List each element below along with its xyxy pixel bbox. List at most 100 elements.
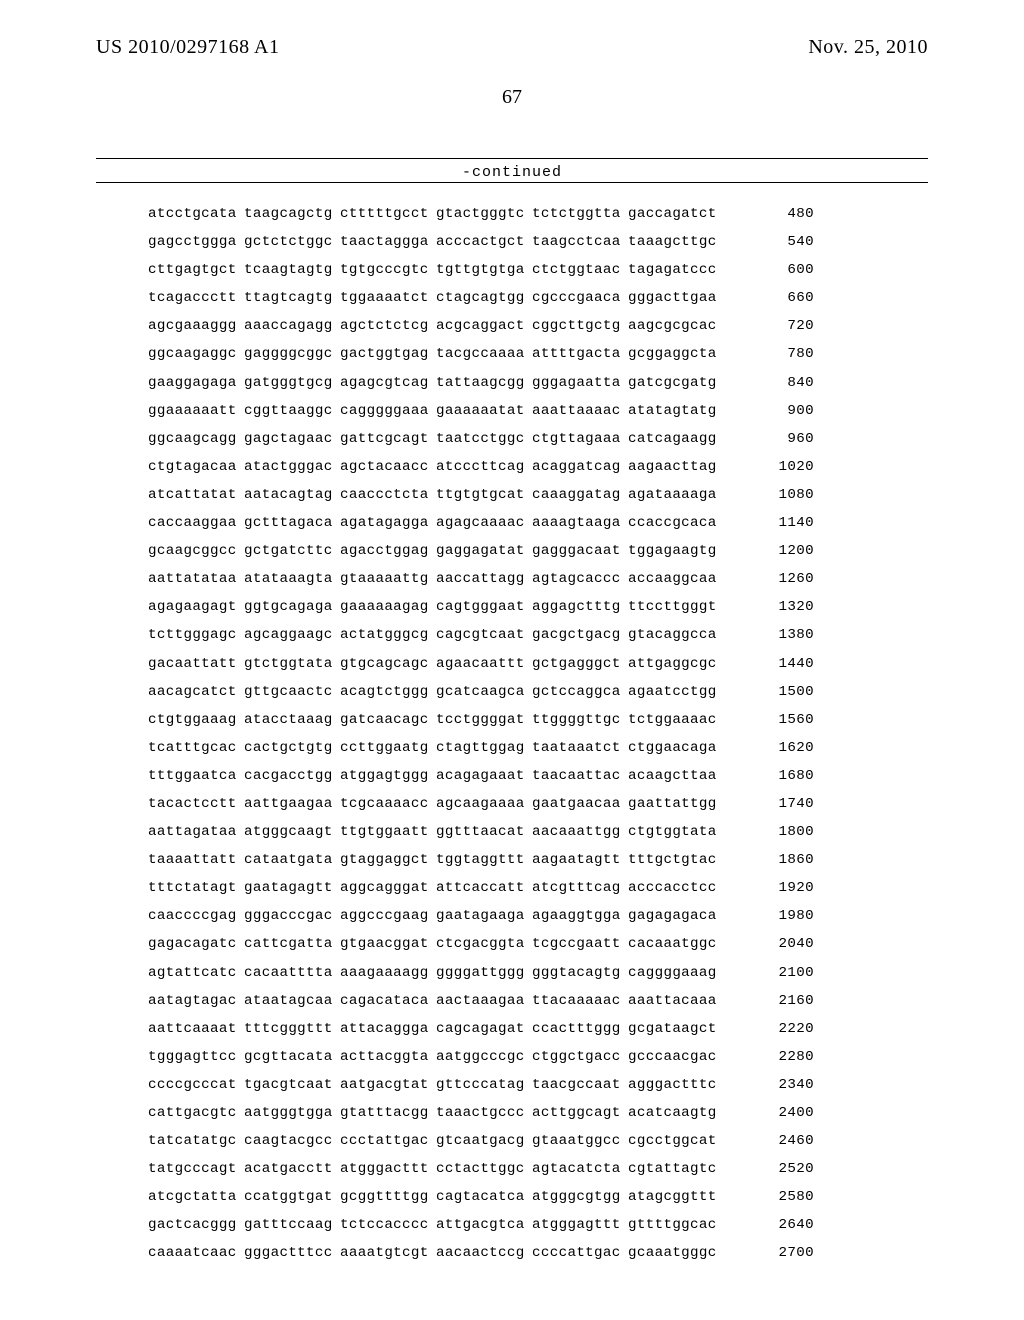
sequence-group: aatagtagac bbox=[148, 987, 244, 1015]
sequence-group: ctgtagacaa bbox=[148, 453, 244, 481]
sequence-group: tagagatccc bbox=[628, 256, 724, 284]
sequence-position: 1260 bbox=[754, 565, 814, 593]
sequence-group: gactcacggg bbox=[148, 1211, 244, 1239]
sequence-row: ggcaagaggcgaggggcggcgactggtgagtacgccaaaa… bbox=[148, 340, 878, 368]
sequence-row: ccccgcccattgacgtcaataatgacgtatgttcccatag… bbox=[148, 1071, 878, 1099]
sequence-group: tcgcaaaacc bbox=[340, 790, 436, 818]
sequence-group: atataaagta bbox=[244, 565, 340, 593]
sequence-position: 720 bbox=[754, 312, 814, 340]
publication-number: US 2010/0297168 A1 bbox=[96, 36, 279, 59]
sequence-position: 1380 bbox=[754, 621, 814, 649]
sequence-group: agaacaattt bbox=[436, 650, 532, 678]
continued-label: -continued bbox=[0, 164, 1024, 181]
sequence-row: aattatataaatataaagtagtaaaaattgaaccattagg… bbox=[148, 565, 878, 593]
sequence-group: gaaaaaagag bbox=[340, 593, 436, 621]
sequence-position: 840 bbox=[754, 369, 814, 397]
sequence-row: ggcaagcagggagctagaacgattcgcagttaatcctggc… bbox=[148, 425, 878, 453]
sequence-group: cgcctggcat bbox=[628, 1127, 724, 1155]
sequence-group: ctagttggag bbox=[436, 734, 532, 762]
sequence-group: tacgccaaaa bbox=[436, 340, 532, 368]
sequence-group: gaatagagtt bbox=[244, 874, 340, 902]
sequence-group: atgggacttt bbox=[340, 1155, 436, 1183]
sequence-group: aggcccgaag bbox=[340, 902, 436, 930]
sequence-group: tcaagtagtg bbox=[244, 256, 340, 284]
sequence-group: attgaggcgc bbox=[628, 650, 724, 678]
sequence-row: atcattatataatacagtagcaaccctctattgtgtgcat… bbox=[148, 481, 878, 509]
sequence-row: tcagacccttttagtcagtgtggaaaatctctagcagtgg… bbox=[148, 284, 878, 312]
sequence-position: 480 bbox=[754, 200, 814, 228]
sequence-group: aattatataa bbox=[148, 565, 244, 593]
sequence-row: aattcaaaattttcgggtttattacagggacagcagagat… bbox=[148, 1015, 878, 1043]
sequence-group: cacgacctgg bbox=[244, 762, 340, 790]
sequence-group: gcgttacata bbox=[244, 1043, 340, 1071]
sequence-group: cacaaatggc bbox=[628, 930, 724, 958]
sequence-group: gggtacagtg bbox=[532, 959, 628, 987]
sequence-row: tatgcccagtacatgaccttatgggactttcctacttggc… bbox=[148, 1155, 878, 1183]
sequence-row: gactcacggggatttccaagtctccaccccattgacgtca… bbox=[148, 1211, 878, 1239]
sequence-group: agagaagagt bbox=[148, 593, 244, 621]
sequence-group: gagcctggga bbox=[148, 228, 244, 256]
sequence-group: cagggggaaa bbox=[340, 397, 436, 425]
sequence-group: acaggatcag bbox=[532, 453, 628, 481]
sequence-row: atcctgcatataagcagctgctttttgcctgtactgggtc… bbox=[148, 200, 878, 228]
sequence-group: agataaaaga bbox=[628, 481, 724, 509]
sequence-group: aatgacgtat bbox=[340, 1071, 436, 1099]
sequence-group: gctccaggca bbox=[532, 678, 628, 706]
sequence-group: aaaccagagg bbox=[244, 312, 340, 340]
sequence-group: tggagaagtg bbox=[628, 537, 724, 565]
sequence-group: tattaagcgg bbox=[436, 369, 532, 397]
sequence-group: aaattacaaa bbox=[628, 987, 724, 1015]
sequence-group: ccctattgac bbox=[340, 1127, 436, 1155]
sequence-group: cggttaaggc bbox=[244, 397, 340, 425]
sequence-group: gttcccatag bbox=[436, 1071, 532, 1099]
sequence-group: taaactgccc bbox=[436, 1099, 532, 1127]
sequence-group: ttccttgggt bbox=[628, 593, 724, 621]
sequence-group: gagctagaac bbox=[244, 425, 340, 453]
sequence-group: tttcgggttt bbox=[244, 1015, 340, 1043]
sequence-group: ttagtcagtg bbox=[244, 284, 340, 312]
sequence-group: gctctctggc bbox=[244, 228, 340, 256]
sequence-group: gaggggcggc bbox=[244, 340, 340, 368]
sequence-group: cagcgtcaat bbox=[436, 621, 532, 649]
sequence-group: acatgacctt bbox=[244, 1155, 340, 1183]
sequence-group: acttggcagt bbox=[532, 1099, 628, 1127]
sequence-group: agtacatcta bbox=[532, 1155, 628, 1183]
sequence-group: aactaaagaa bbox=[436, 987, 532, 1015]
sequence-group: gggacttgaa bbox=[628, 284, 724, 312]
sequence-group: ggaaaaaatt bbox=[148, 397, 244, 425]
sequence-row: gagacagatccattcgattagtgaacggatctcgacggta… bbox=[148, 930, 878, 958]
sequence-row: tatcatatgccaagtacgccccctattgacgtcaatgacg… bbox=[148, 1127, 878, 1155]
sequence-group: ctcgacggta bbox=[436, 930, 532, 958]
sequence-group: gtacaggcca bbox=[628, 621, 724, 649]
sequence-position: 600 bbox=[754, 256, 814, 284]
sequence-group: atatagtatg bbox=[628, 397, 724, 425]
sequence-group: agacctggag bbox=[340, 537, 436, 565]
sequence-position: 540 bbox=[754, 228, 814, 256]
sequence-group: agatagagga bbox=[340, 509, 436, 537]
sequence-group: ataatagcaa bbox=[244, 987, 340, 1015]
sequence-row: caaccccgaggggacccgacaggcccgaaggaatagaaga… bbox=[148, 902, 878, 930]
sequence-group: gcgataagct bbox=[628, 1015, 724, 1043]
sequence-row: tacactccttaattgaagaatcgcaaaaccagcaagaaaa… bbox=[148, 790, 878, 818]
sequence-group: agtagcaccc bbox=[532, 565, 628, 593]
sequence-group: tggaaaatct bbox=[340, 284, 436, 312]
sequence-position: 2700 bbox=[754, 1239, 814, 1267]
sequence-group: attacaggga bbox=[340, 1015, 436, 1043]
sequence-group: gtaaaaattg bbox=[340, 565, 436, 593]
sequence-group: aattagataa bbox=[148, 818, 244, 846]
sequence-position: 900 bbox=[754, 397, 814, 425]
sequence-group: tttctatagt bbox=[148, 874, 244, 902]
sequence-group: gctgagggct bbox=[532, 650, 628, 678]
sequence-group: cagacataca bbox=[340, 987, 436, 1015]
sequence-group: tggtaggttt bbox=[436, 846, 532, 874]
sequence-row: taaaattattcataatgatagtaggaggcttggtaggttt… bbox=[148, 846, 878, 874]
sequence-group: agctctctcg bbox=[340, 312, 436, 340]
sequence-group: taacaattac bbox=[532, 762, 628, 790]
sequence-group: cagtgggaat bbox=[436, 593, 532, 621]
sequence-row: agagaagagtggtgcagagagaaaaaagagcagtgggaat… bbox=[148, 593, 878, 621]
sequence-group: gttgcaactc bbox=[244, 678, 340, 706]
sequence-group: cactgctgtg bbox=[244, 734, 340, 762]
sequence-group: tacactcctt bbox=[148, 790, 244, 818]
sequence-group: agcaggaagc bbox=[244, 621, 340, 649]
sequence-row: aacagcatctgttgcaactcacagtctggggcatcaagca… bbox=[148, 678, 878, 706]
